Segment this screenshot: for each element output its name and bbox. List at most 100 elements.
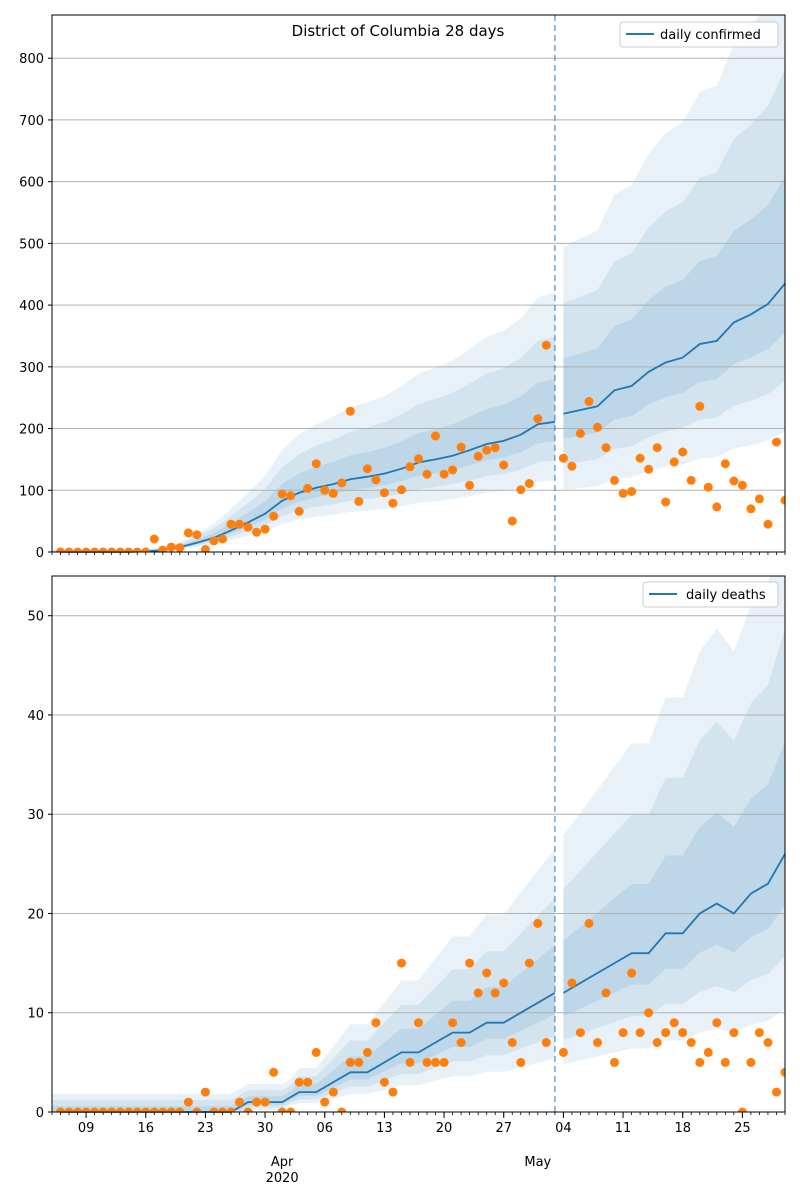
x-tick-label: 13 [376, 1121, 393, 1136]
confirmed-legend: daily confirmed [619, 21, 779, 48]
y-tick-label: 10 [27, 1007, 44, 1022]
observed-point [303, 483, 313, 493]
observed-point [669, 1018, 679, 1028]
uncertainty-band-fit-0 [52, 292, 555, 552]
observed-point [482, 445, 492, 455]
observed-point [277, 489, 287, 499]
observed-point [575, 429, 585, 438]
observed-point [703, 1047, 713, 1057]
x-tick-label: 04 [555, 1121, 572, 1136]
chart-title: District of Columbia 28 days [292, 22, 505, 40]
observed-point [320, 1097, 330, 1107]
observed-point [567, 461, 577, 471]
observed-point [328, 488, 338, 498]
observed-point [235, 519, 244, 529]
uncertainty-band-forecast-1 [563, 69, 785, 464]
uncertainty-band-forecast-2 [563, 741, 785, 1017]
observed-point [533, 414, 543, 424]
observed-point [737, 480, 747, 490]
observed-point [652, 443, 662, 453]
y-tick-label: 500 [19, 237, 44, 252]
observed-point [286, 491, 296, 501]
forecast-line [563, 282, 786, 415]
observed-point [465, 958, 475, 968]
forecast-line [562, 853, 786, 994]
observed-point [584, 396, 594, 406]
observed-point [73, 547, 83, 552]
observed-point [269, 511, 279, 521]
legend-label-deaths: daily deaths [686, 588, 766, 603]
uncertainty-band-fit-1 [52, 336, 555, 552]
observed-point [183, 528, 193, 538]
observed-point [218, 1107, 227, 1112]
observed-point [431, 431, 440, 441]
observed-point [720, 1057, 730, 1067]
observed-point [81, 1107, 91, 1112]
y-tick-label: 0 [36, 1106, 44, 1121]
observed-point [601, 988, 611, 998]
observed-point [200, 1087, 210, 1097]
y-tick-label: 800 [19, 52, 44, 67]
observed-point [575, 1028, 585, 1038]
observed-point [337, 1107, 347, 1112]
uncertainty-band-forecast-1 [563, 629, 785, 1041]
x-month-label: May [524, 1155, 551, 1170]
observed-point [141, 1107, 151, 1112]
observed-point [661, 497, 671, 507]
confirmed-uncertainty-bands [52, 15, 785, 552]
observed-point [56, 547, 65, 552]
y-tick-label: 600 [19, 176, 44, 191]
deaths-axes: 0 10 20 30 40 50 [27, 575, 786, 1121]
observed-point [712, 1018, 722, 1028]
observed-point [414, 454, 423, 464]
observed-point [763, 1038, 773, 1047]
observed-point [686, 1038, 696, 1047]
observed-point [473, 451, 483, 461]
observed-point [652, 1038, 662, 1047]
observed-point [627, 487, 637, 496]
observed-point [132, 1107, 142, 1112]
observed-point [712, 502, 722, 512]
observed-point [644, 1008, 654, 1018]
observed-point [780, 495, 785, 505]
observed-point [56, 1107, 65, 1112]
observed-point [90, 547, 100, 552]
observed-point [414, 1018, 423, 1028]
observed-point [64, 547, 74, 552]
observed-point [235, 1097, 244, 1107]
observed-point [754, 1028, 764, 1038]
x-tick-label: 06 [316, 1121, 333, 1136]
uncertainty-band-forecast-0 [563, 576, 785, 1065]
y-tick-label: 400 [19, 299, 44, 314]
observed-point [115, 547, 125, 552]
observed-point [149, 534, 159, 544]
observed-point [354, 1057, 364, 1067]
observed-point [328, 1087, 338, 1097]
observed-point [379, 488, 389, 498]
observed-point [397, 958, 406, 968]
observed-point [73, 1107, 83, 1112]
observed-point [90, 1107, 100, 1112]
observed-point [158, 1107, 168, 1112]
observed-point [746, 1057, 756, 1067]
y-tick-label: 30 [27, 808, 44, 823]
observed-point [703, 482, 713, 492]
observed-point [362, 1047, 372, 1057]
deaths-observed-points [56, 918, 785, 1112]
observed-point [311, 459, 321, 469]
observed-point [397, 485, 406, 495]
observed-point [149, 1107, 159, 1112]
uncertainty-band-forecast-2 [563, 176, 785, 439]
uncertainty-band-forecast-0 [563, 15, 785, 490]
y-tick-label: 20 [27, 907, 44, 922]
x-tick-label: 09 [78, 1121, 95, 1136]
observed-point [286, 1107, 296, 1112]
observed-point [269, 1067, 279, 1077]
observed-point [635, 453, 645, 463]
uncertainty-band-fit-2 [52, 379, 555, 552]
observed-point [303, 1077, 313, 1087]
observed-point [107, 547, 117, 552]
observed-point [567, 978, 577, 988]
observed-point [601, 443, 611, 453]
observed-point [541, 1038, 551, 1047]
